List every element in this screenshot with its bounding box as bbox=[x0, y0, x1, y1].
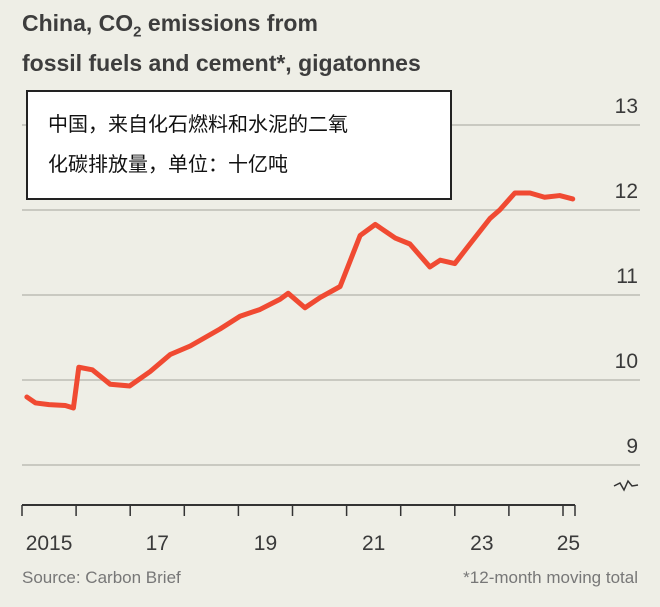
y-tick-label: 12 bbox=[615, 180, 638, 203]
source: Source: Carbon Brief bbox=[22, 568, 181, 587]
x-tick-label: 17 bbox=[146, 532, 169, 555]
x-tick-label: 25 bbox=[557, 532, 580, 555]
axis-break-icon bbox=[613, 479, 639, 492]
x-tick-label: 2015 bbox=[26, 532, 73, 555]
y-tick-label: 9 bbox=[626, 435, 638, 458]
footnote: *12-month moving total bbox=[463, 568, 638, 587]
chart-title: China, CO2 emissions from fossil fuels a… bbox=[22, 10, 421, 76]
x-tick-label: 21 bbox=[362, 532, 385, 555]
y-tick-label: 11 bbox=[616, 265, 638, 288]
annotation-line-1: 中国，来自化石燃料和水泥的二氧 bbox=[48, 112, 348, 136]
chinese-annotation-box: 中国，来自化石燃料和水泥的二氧 化碳排放量，单位：十亿吨 bbox=[26, 90, 452, 200]
annotation-line-2: 化碳排放量，单位：十亿吨 bbox=[48, 152, 288, 176]
x-tick-label: 19 bbox=[254, 532, 277, 555]
x-tick-label: 23 bbox=[470, 532, 493, 555]
y-tick-label: 13 bbox=[615, 95, 638, 118]
y-tick-label: 10 bbox=[615, 350, 638, 373]
emissions-line bbox=[24, 190, 576, 411]
